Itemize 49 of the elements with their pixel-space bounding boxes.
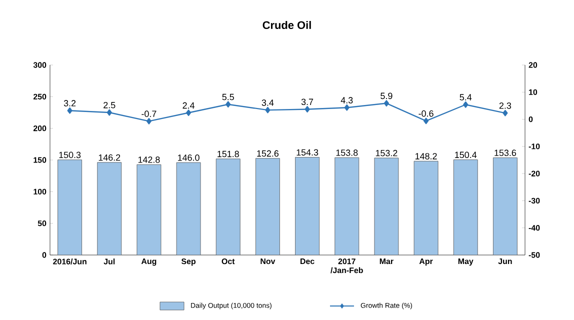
bar [374,158,399,255]
bar [414,160,438,255]
data-label: -0.6 [418,110,434,117]
point [146,118,152,124]
bar [58,160,82,255]
bar [295,157,320,255]
data-label: 142.8 [138,156,160,163]
data-label: 3.2 [64,100,76,106]
data-label: 154.3 [296,149,318,156]
data-label: 153.8 [336,150,358,156]
data-label: 3.4 [262,100,274,106]
point [463,101,468,108]
data-label: 5.9 [380,92,392,100]
bar [136,164,162,255]
data-label: 2.4 [182,102,195,109]
data-label: -0.7 [142,110,156,117]
data-label: 5.5 [222,94,234,100]
point [304,106,310,112]
point [344,104,350,111]
bar [493,158,518,255]
data-label: 146.0 [178,154,200,161]
point [424,118,429,124]
data-label: 2.3 [499,102,512,109]
point [226,101,231,108]
data-label: 146.2 [98,154,120,161]
point [265,106,270,114]
bar [97,162,122,255]
chart-title: Crude Oil [262,20,311,30]
data-label: 2.5 [104,102,116,108]
data-label: 3.7 [301,98,314,106]
bar [453,160,478,255]
data-label: 5.4 [460,94,472,100]
point [502,110,508,116]
bar [216,158,240,255]
point [384,100,390,106]
point [67,107,72,114]
bar [256,158,280,255]
bar [334,157,360,255]
data-label: 150.3 [59,152,81,158]
bar [176,162,201,255]
data-label: 153.2 [376,150,398,156]
data-label: 148.2 [416,153,437,160]
data-label: 152.6 [257,150,279,157]
data-label: 151.8 [218,150,239,158]
data-label: 150.4 [455,152,477,158]
data-label: 153.6 [494,150,516,156]
point [106,109,112,116]
data-label: 4.3 [340,97,353,104]
point [186,110,192,116]
